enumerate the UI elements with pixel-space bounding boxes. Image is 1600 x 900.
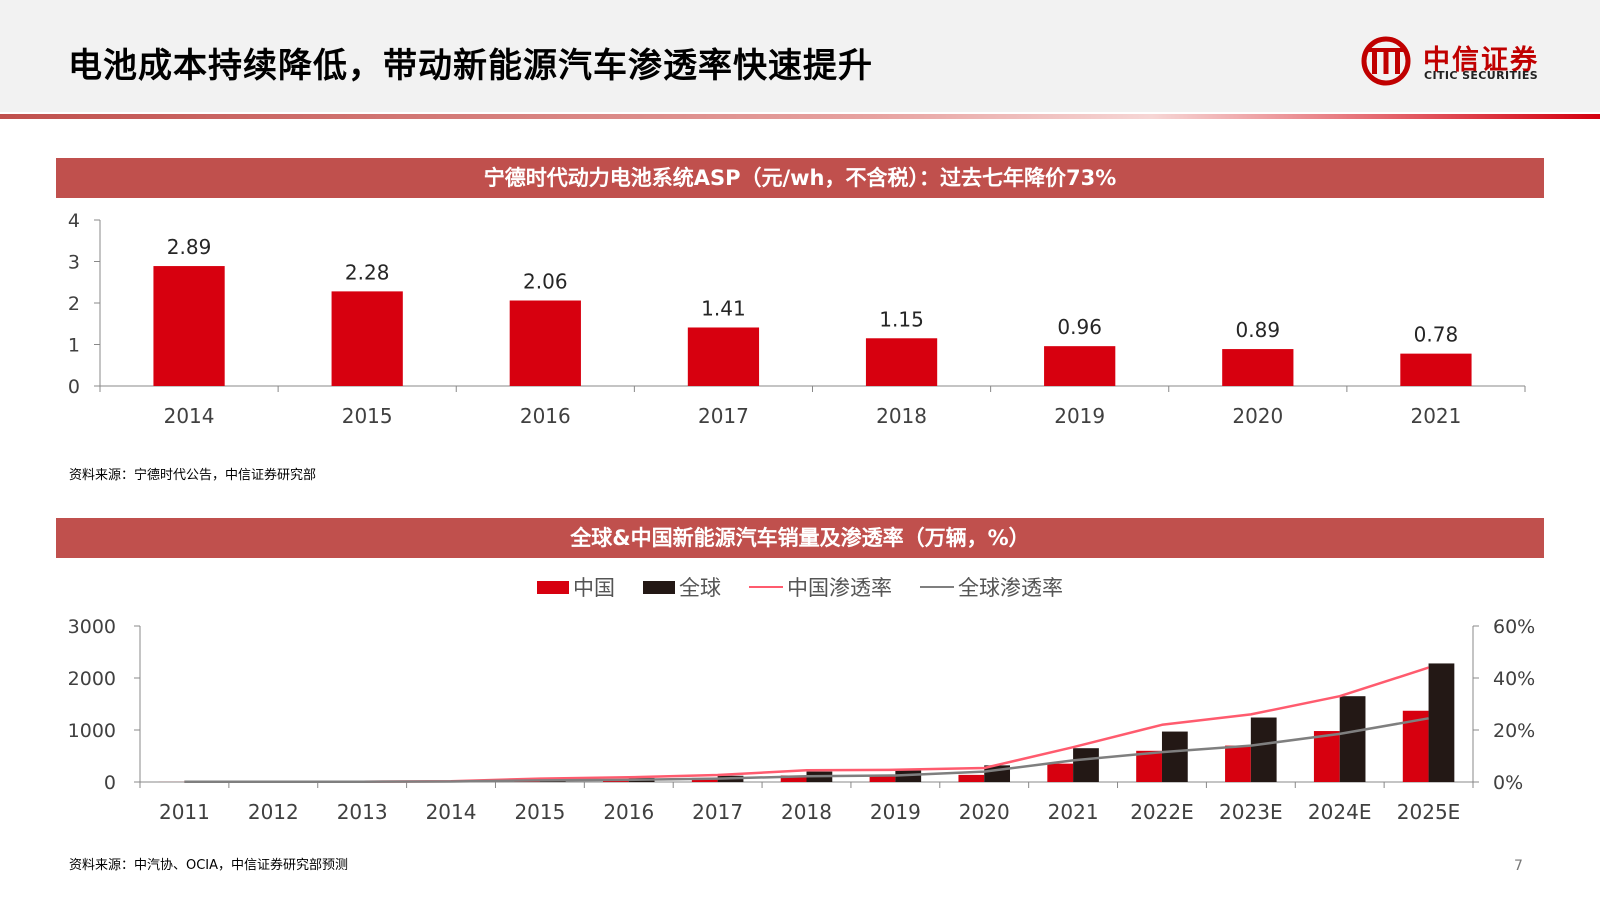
bar-2020 (1222, 349, 1294, 386)
y-tick-label: 1 (68, 335, 80, 357)
x-tick-label: 2025E (1397, 800, 1461, 824)
legend-label-global: 全球 (679, 576, 721, 600)
data-label: 0.89 (1236, 318, 1281, 342)
x-tick-label: 2017 (692, 800, 743, 824)
bar-2016 (509, 300, 581, 386)
x-tick-label: 2013 (337, 800, 388, 824)
x-tick-label: 2015 (514, 800, 565, 824)
bar-2014 (153, 266, 225, 386)
bar-china-2023E (1225, 745, 1251, 782)
bar-2018 (865, 338, 938, 386)
data-label: 0.96 (1057, 315, 1102, 339)
bar-china-2022E (1136, 750, 1162, 782)
right-tick-label: 40% (1493, 668, 1535, 690)
legend-item-global-rate: 全球渗透率 (920, 572, 1063, 602)
y-tick-label: 0 (68, 376, 80, 398)
bar-china-2020 (958, 774, 985, 782)
page-number: 7 (1514, 858, 1523, 874)
bar-global-2023E (1250, 717, 1277, 782)
y-tick-label: 2 (68, 293, 80, 315)
x-tick-label: 2024E (1308, 800, 1372, 824)
bar-global-2021 (1073, 748, 1099, 782)
x-tick-label: 2016 (603, 800, 654, 824)
left-tick-label: 1000 (68, 720, 116, 742)
citic-emblem-icon (1361, 36, 1411, 86)
bar-china-2021 (1047, 763, 1074, 782)
legend-item-global: 全球 (643, 572, 721, 602)
logo-name-cn: 中信证券 (1423, 45, 1539, 76)
data-label: 1.15 (879, 307, 924, 331)
left-tick-label: 0 (104, 772, 116, 794)
legend-item-china-rate: 中国渗透率 (749, 572, 892, 602)
left-tick-label: 2000 (68, 668, 116, 690)
bar-china-2019 (869, 775, 896, 782)
right-tick-label: 0% (1493, 772, 1523, 794)
legend-label-china: 中国 (573, 576, 615, 600)
data-label: 1.41 (701, 296, 746, 320)
chart1-source: 资料来源：宁德时代公告，中信证券研究部 (69, 468, 317, 483)
bar-2019 (1044, 346, 1116, 386)
bar-global-2025E (1428, 663, 1455, 782)
x-tick-label: 2020 (959, 800, 1010, 824)
page-title: 电池成本持续降低，带动新能源汽车渗透率快速提升 (68, 46, 873, 86)
chart2-legend: 中国 全球 中国渗透率 全球渗透率 (0, 572, 1600, 602)
legend-label-global-rate: 全球渗透率 (958, 576, 1063, 600)
chart1-banner: 宁德时代动力电池系统ASP（元/wh，不含税）：过去七年降价73% (56, 158, 1544, 198)
data-label: 2.06 (523, 270, 568, 294)
bar-global-2019 (895, 770, 922, 782)
x-tick-label: 2018 (876, 404, 927, 428)
bar-2015 (331, 291, 403, 386)
citic-logo: 中信证券 CITIC SECURITIES (1355, 36, 1575, 86)
x-tick-label: 2020 (1232, 404, 1283, 428)
bar-china-2018 (780, 775, 807, 782)
right-tick-label: 20% (1493, 720, 1535, 742)
title-divider (0, 114, 1600, 119)
bar-global-2024E (1339, 696, 1366, 782)
x-tick-label: 2019 (870, 800, 921, 824)
chart2-banner: 全球&中国新能源汽车销量及渗透率（万辆，%） (56, 518, 1544, 558)
legend-label-china-rate: 中国渗透率 (787, 576, 892, 600)
x-tick-label: 2023E (1219, 800, 1283, 824)
bar-global-2022E (1161, 731, 1188, 782)
data-label: 2.89 (167, 235, 212, 259)
asp-bar-chart: 0 1 2 3 4 2.89 2014 2.28 2015 2.06 2016 1.41 2017 1.1… (68, 210, 1526, 428)
right-tick-label: 60% (1493, 616, 1535, 638)
x-tick-label: 2016 (520, 404, 571, 428)
data-label: 0.78 (1414, 323, 1459, 347)
x-tick-label: 2021 (1048, 800, 1099, 824)
legend-swatch-china (537, 580, 569, 594)
legend-swatch-global (643, 580, 675, 594)
left-tick-label: 3000 (68, 616, 116, 638)
x-tick-label: 2019 (1054, 404, 1105, 428)
bar-2021 (1400, 353, 1472, 386)
bar-2017 (687, 327, 760, 386)
y-tick-label: 4 (68, 210, 80, 232)
x-tick-label: 2021 (1410, 404, 1461, 428)
x-tick-label: 2014 (164, 404, 215, 428)
legend-swatch-china-rate (749, 585, 783, 589)
x-tick-label: 2015 (342, 404, 393, 428)
x-tick-label: 2012 (248, 800, 299, 824)
logo-name-en: CITIC SECURITIES (1424, 69, 1539, 82)
nev-sales-chart: 0 1000 2000 3000 0% 20% 40% 60% 2011 2012 2013 2014… (68, 616, 1536, 824)
global-rate-line (184, 717, 1429, 783)
chart2-source: 资料来源：中汽协、OCIA，中信证券研究部预测 (69, 858, 349, 873)
x-tick-label: 2018 (781, 800, 832, 824)
legend-item-china: 中国 (537, 572, 615, 602)
x-tick-label: 2022E (1130, 800, 1194, 824)
y-tick-label: 3 (68, 252, 80, 274)
x-tick-label: 2017 (698, 404, 749, 428)
bar-china-2024E (1313, 731, 1340, 782)
legend-swatch-global-rate (920, 585, 954, 589)
header-bar (0, 0, 1600, 112)
data-label: 2.28 (345, 260, 390, 284)
x-tick-label: 2014 (426, 800, 477, 824)
x-tick-label: 2011 (159, 800, 210, 824)
